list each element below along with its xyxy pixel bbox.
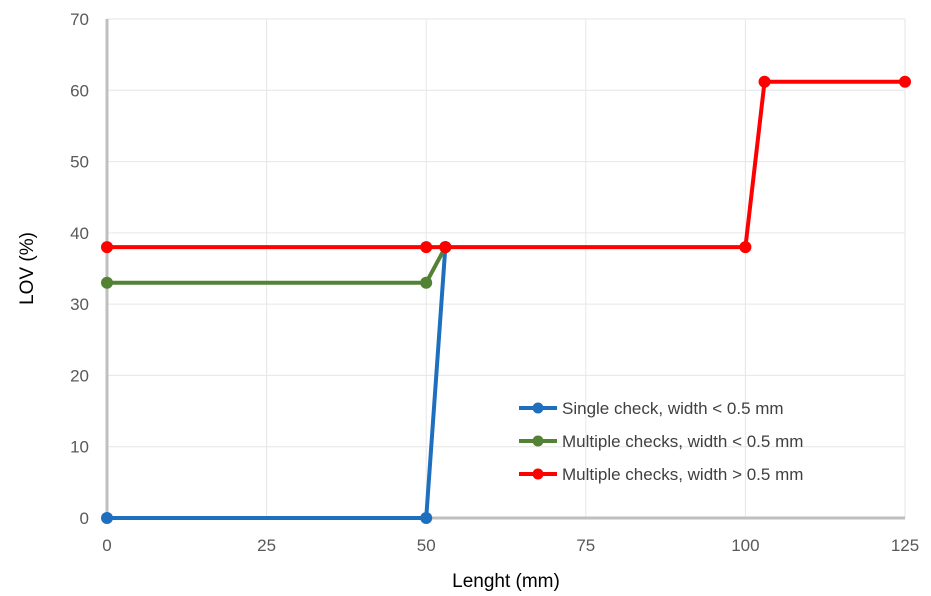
series-line bbox=[107, 79, 905, 250]
data-point bbox=[101, 276, 113, 289]
legend-marker bbox=[532, 468, 544, 480]
x-tick-label: 50 bbox=[417, 536, 436, 555]
series-line bbox=[107, 246, 448, 285]
data-point bbox=[899, 75, 911, 88]
y-tick-label: 70 bbox=[70, 10, 89, 29]
grid bbox=[107, 18, 906, 518]
x-tick-label: 0 bbox=[102, 536, 111, 555]
data-point bbox=[420, 512, 433, 524]
x-axis-title: Lenght (mm) bbox=[452, 571, 560, 592]
legend-label: Multiple checks, width > 0.5 mm bbox=[562, 465, 803, 484]
series-line bbox=[107, 246, 448, 520]
data-point bbox=[739, 241, 752, 254]
data-point bbox=[758, 75, 771, 88]
legend-item-2: Multiple checks, width < 0.5 mm bbox=[519, 432, 803, 451]
y-tick-label: 30 bbox=[70, 295, 89, 314]
x-tick-label: 100 bbox=[731, 536, 759, 555]
data-point bbox=[420, 241, 433, 254]
y-tick-label: 50 bbox=[70, 153, 89, 172]
legend-item-1: Single check, width < 0.5 mm bbox=[519, 399, 784, 418]
y-axis-title: LOV (%) bbox=[17, 232, 38, 305]
legend-item-3: Multiple checks, width > 0.5 mm bbox=[519, 465, 803, 484]
series-group bbox=[101, 75, 911, 524]
legend-label: Single check, width < 0.5 mm bbox=[562, 399, 784, 418]
x-tick-label: 125 bbox=[891, 536, 919, 555]
y-tick-label: 40 bbox=[70, 224, 89, 243]
tick-labels: 0 10 20 30 40 50 60 70 0 25 50 75 100 125 bbox=[70, 10, 919, 555]
x-tick-label: 75 bbox=[576, 536, 595, 555]
data-point bbox=[101, 241, 113, 254]
y-tick-label: 60 bbox=[70, 81, 89, 100]
y-tick-label: 10 bbox=[70, 438, 89, 457]
x-tick-label: 25 bbox=[257, 536, 276, 555]
legend-marker bbox=[532, 402, 544, 414]
data-point bbox=[420, 276, 433, 289]
legend-label: Multiple checks, width < 0.5 mm bbox=[562, 432, 803, 451]
series-3 bbox=[101, 75, 911, 254]
legend: Single check, width < 0.5 mm Multiple che… bbox=[519, 399, 803, 484]
data-point bbox=[101, 512, 113, 524]
legend-marker bbox=[532, 435, 544, 447]
y-tick-label: 0 bbox=[80, 509, 89, 528]
data-point bbox=[439, 241, 452, 254]
y-tick-label: 20 bbox=[70, 366, 89, 385]
